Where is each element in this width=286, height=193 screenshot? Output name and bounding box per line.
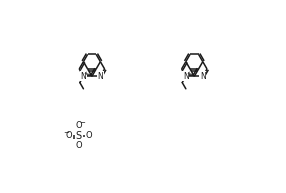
Text: S: S (76, 131, 82, 141)
Text: N: N (200, 72, 206, 81)
Text: −: − (63, 130, 69, 136)
Text: +: + (84, 71, 89, 76)
Text: O: O (76, 141, 82, 150)
Text: N: N (81, 72, 86, 81)
Text: −: − (79, 120, 85, 126)
Text: O: O (86, 131, 92, 140)
Text: N: N (98, 72, 103, 81)
Text: +: + (186, 71, 191, 76)
Text: N: N (183, 72, 189, 81)
Text: O: O (76, 121, 82, 130)
Text: O: O (65, 131, 72, 140)
